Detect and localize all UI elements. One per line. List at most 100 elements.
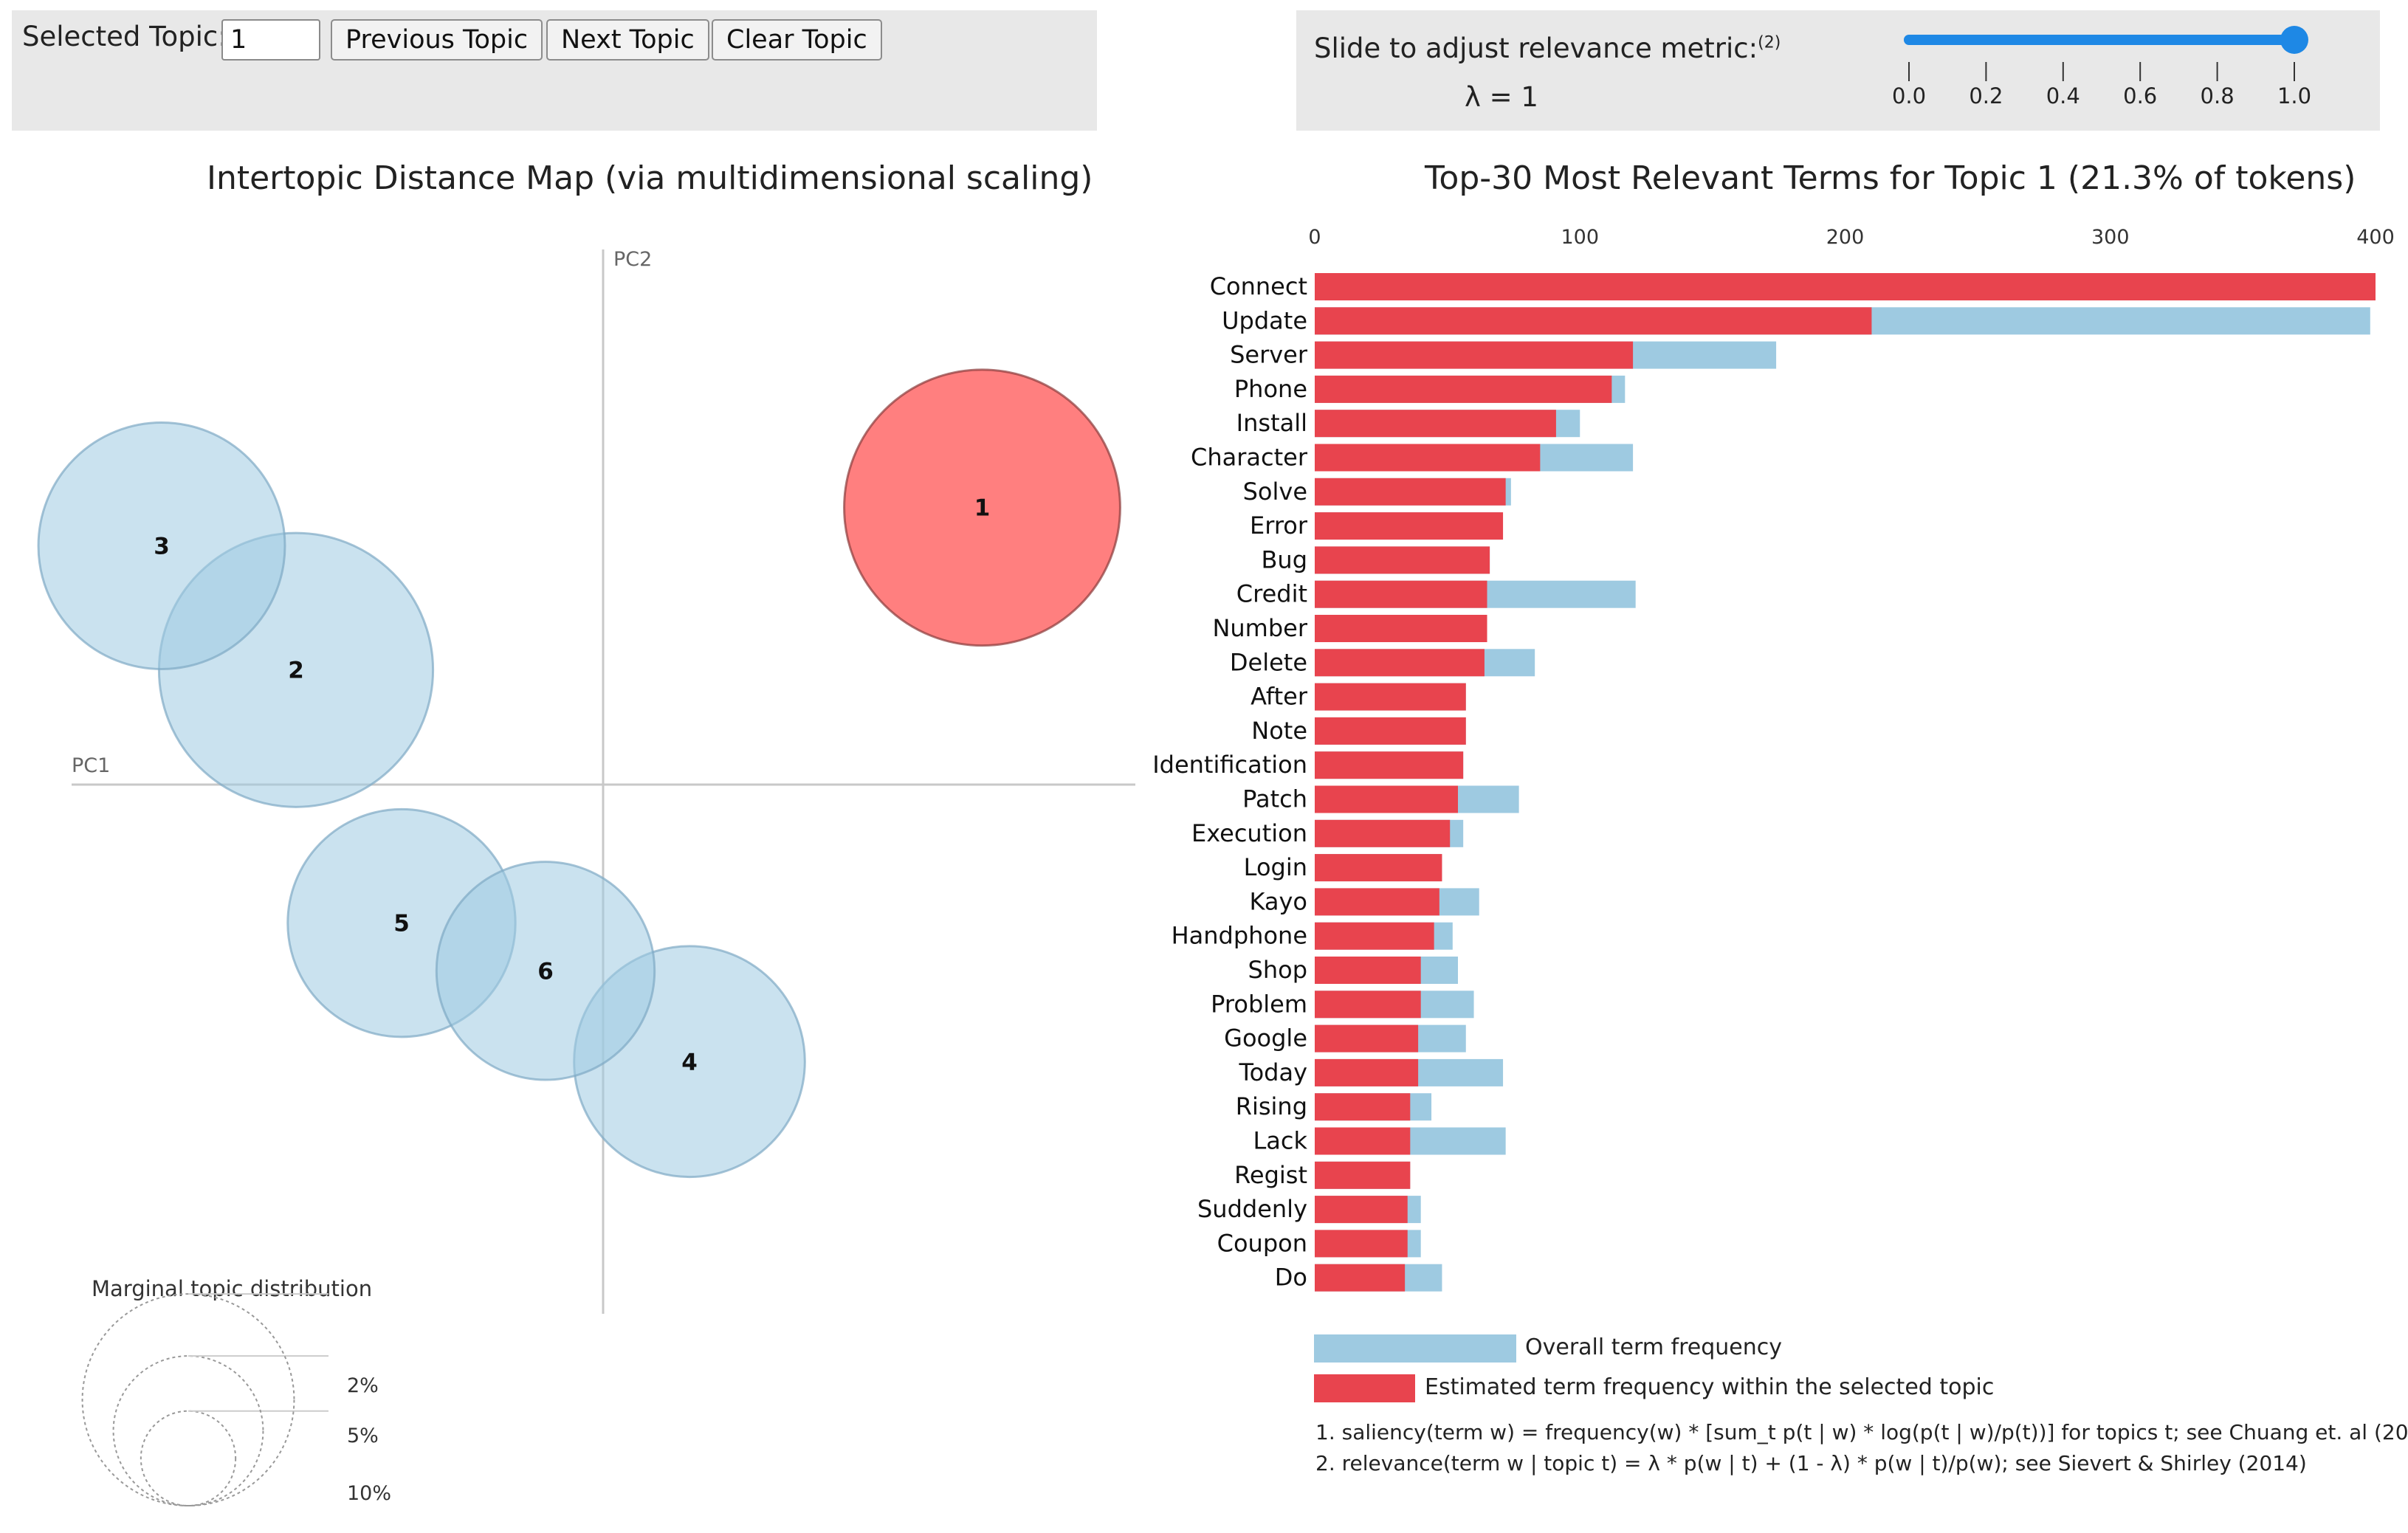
term-label-install: Install bbox=[1236, 409, 1307, 437]
slider-tick-label: 0.8 bbox=[2201, 83, 2235, 108]
legend-topic-swatch bbox=[1314, 1374, 1415, 1402]
slider-handle[interactable] bbox=[2280, 26, 2308, 54]
marginal-label: 2% bbox=[347, 1374, 379, 1397]
term-label-rising: Rising bbox=[1236, 1092, 1307, 1120]
terms-chart-title: Top-30 Most Relevant Terms for Topic 1 (… bbox=[1425, 159, 2356, 197]
topic-label-5: 5 bbox=[393, 911, 410, 937]
bar-topic-install bbox=[1315, 410, 1556, 438]
term-label-identification: Identification bbox=[1152, 751, 1307, 779]
bar-topic-note bbox=[1315, 717, 1466, 745]
bar-topic-problem bbox=[1315, 991, 1421, 1019]
term-label-google: Google bbox=[1224, 1024, 1307, 1053]
bar-topic-credit bbox=[1315, 580, 1487, 608]
term-label-problem: Problem bbox=[1211, 990, 1307, 1018]
bar-topic-coupon bbox=[1315, 1230, 1408, 1258]
term-label-note: Note bbox=[1251, 717, 1307, 745]
topic-label-1: 1 bbox=[974, 495, 991, 522]
x-tick-label: 400 bbox=[2356, 226, 2395, 249]
bar-topic-handphone bbox=[1315, 922, 1434, 950]
legend-overall-label: Overall term frequency bbox=[1525, 1334, 1783, 1360]
bar-topic-google bbox=[1315, 1024, 1419, 1053]
term-label-update: Update bbox=[1222, 306, 1307, 334]
term-label-shop: Shop bbox=[1248, 956, 1307, 984]
slider-tick-label: 0.0 bbox=[1892, 83, 1926, 108]
x-tick-label: 0 bbox=[1308, 226, 1321, 249]
lambda-value: λ = 1 bbox=[1465, 81, 1538, 113]
bar-topic-do bbox=[1315, 1264, 1406, 1292]
footnote-relevance: 2. relevance(term w | topic t) = λ * p(w… bbox=[1315, 1451, 2307, 1475]
term-label-number: Number bbox=[1212, 614, 1307, 642]
bar-topic-character bbox=[1315, 444, 1541, 472]
marginal-label: 5% bbox=[347, 1425, 379, 1447]
slider-tick-label: 0.4 bbox=[2046, 83, 2080, 108]
topic-circle-1[interactable] bbox=[843, 368, 1121, 647]
term-label-phone: Phone bbox=[1234, 375, 1307, 403]
bar-topic-kayo bbox=[1315, 888, 1439, 916]
pc2-label: PC2 bbox=[613, 248, 652, 271]
bar-topic-server bbox=[1315, 341, 1634, 369]
term-label-character: Character bbox=[1191, 444, 1308, 472]
term-label-bug: Bug bbox=[1261, 545, 1307, 573]
marginal-title: Marginal topic distribution bbox=[92, 1276, 372, 1301]
pc1-label: PC1 bbox=[72, 754, 110, 777]
relevance-panel: Slide to adjust relevance metric:(2) λ =… bbox=[1296, 10, 2380, 131]
legend-topic-label: Estimated term frequency within the sele… bbox=[1425, 1374, 1995, 1400]
bar-topic-error bbox=[1315, 512, 1504, 540]
next-topic-button[interactable]: Next Topic bbox=[546, 19, 709, 61]
selected-topic-input[interactable] bbox=[221, 19, 320, 61]
topic-label-3: 3 bbox=[154, 534, 170, 560]
clear-topic-button[interactable]: Clear Topic bbox=[712, 19, 882, 61]
term-label-error: Error bbox=[1250, 511, 1308, 540]
bar-topic-bug bbox=[1315, 546, 1490, 574]
relevance-slider[interactable]: 0.0 0.2 0.4 0.6 0.8 1.0 bbox=[1828, 10, 2345, 131]
selected-topic-label: Selected Topic: bbox=[22, 21, 227, 52]
footnote-saliency: 1. saliency(term w) = frequency(w) * [su… bbox=[1315, 1420, 2408, 1444]
bar-topic-suddenly bbox=[1315, 1196, 1408, 1224]
marginal-circle bbox=[112, 1355, 264, 1506]
term-label-connect: Connect bbox=[1210, 272, 1307, 300]
term-label-today: Today bbox=[1238, 1058, 1307, 1086]
bar-topic-regist bbox=[1315, 1161, 1411, 1189]
bar-topic-today bbox=[1315, 1058, 1419, 1086]
legend-overall-swatch bbox=[1314, 1334, 1516, 1363]
term-label-patch: Patch bbox=[1242, 785, 1307, 813]
term-label-handphone: Handphone bbox=[1172, 922, 1307, 950]
relevant-terms-bar-chart: 0 100 200 300 400 Connect Update Server Phone Ins… bbox=[1152, 226, 2395, 1292]
bar-topic-after bbox=[1315, 683, 1466, 711]
bar-topic-update bbox=[1315, 307, 1872, 335]
bar-topic-phone bbox=[1315, 375, 1612, 403]
term-label-regist: Regist bbox=[1234, 1161, 1307, 1189]
bar-topic-rising bbox=[1315, 1093, 1411, 1121]
relevance-footnote-marker: (2) bbox=[1758, 33, 1781, 52]
slider-tick-label: 1.0 bbox=[2277, 83, 2311, 108]
term-label-solve: Solve bbox=[1243, 478, 1307, 506]
previous-topic-button[interactable]: Previous Topic bbox=[331, 19, 543, 61]
topic-circles bbox=[37, 368, 1121, 1179]
bar-topic-login bbox=[1315, 854, 1442, 882]
bar-topic-connect bbox=[1315, 273, 2376, 300]
topic-label-6: 6 bbox=[537, 958, 554, 985]
term-label-execution: Execution bbox=[1191, 819, 1307, 847]
x-tick-label: 200 bbox=[1826, 226, 1865, 249]
topic-label-2: 2 bbox=[288, 658, 304, 684]
relevance-label: Slide to adjust relevance metric:(2) bbox=[1314, 32, 1781, 64]
term-label-after: After bbox=[1251, 683, 1308, 711]
topic-circle-3[interactable] bbox=[37, 421, 286, 670]
term-label-suddenly: Suddenly bbox=[1197, 1195, 1307, 1223]
intertopic-distance-map: PC1 PC2 1 2 3 4 5 6 Marginal topic distribution 2… bbox=[37, 248, 1135, 1507]
term-label-kayo: Kayo bbox=[1249, 887, 1307, 915]
topic-label-4: 4 bbox=[681, 1049, 698, 1075]
bar-topic-patch bbox=[1315, 785, 1458, 813]
term-label-lack: Lack bbox=[1253, 1127, 1307, 1155]
topic-circle-6[interactable] bbox=[435, 861, 656, 1081]
term-label-do: Do bbox=[1275, 1264, 1307, 1292]
slider-tick-label: 0.6 bbox=[2123, 83, 2157, 108]
marginal-circle bbox=[81, 1293, 295, 1506]
topic-map-title: Intertopic Distance Map (via multidimens… bbox=[207, 159, 1093, 197]
term-label-server: Server bbox=[1230, 341, 1308, 369]
term-label-coupon: Coupon bbox=[1217, 1229, 1307, 1257]
bar-topic-lack bbox=[1315, 1127, 1411, 1155]
term-label-login: Login bbox=[1244, 853, 1307, 881]
marginal-circle bbox=[140, 1410, 237, 1507]
topic-control-panel: Selected Topic: Previous Topic Next Topi… bbox=[12, 10, 1097, 131]
